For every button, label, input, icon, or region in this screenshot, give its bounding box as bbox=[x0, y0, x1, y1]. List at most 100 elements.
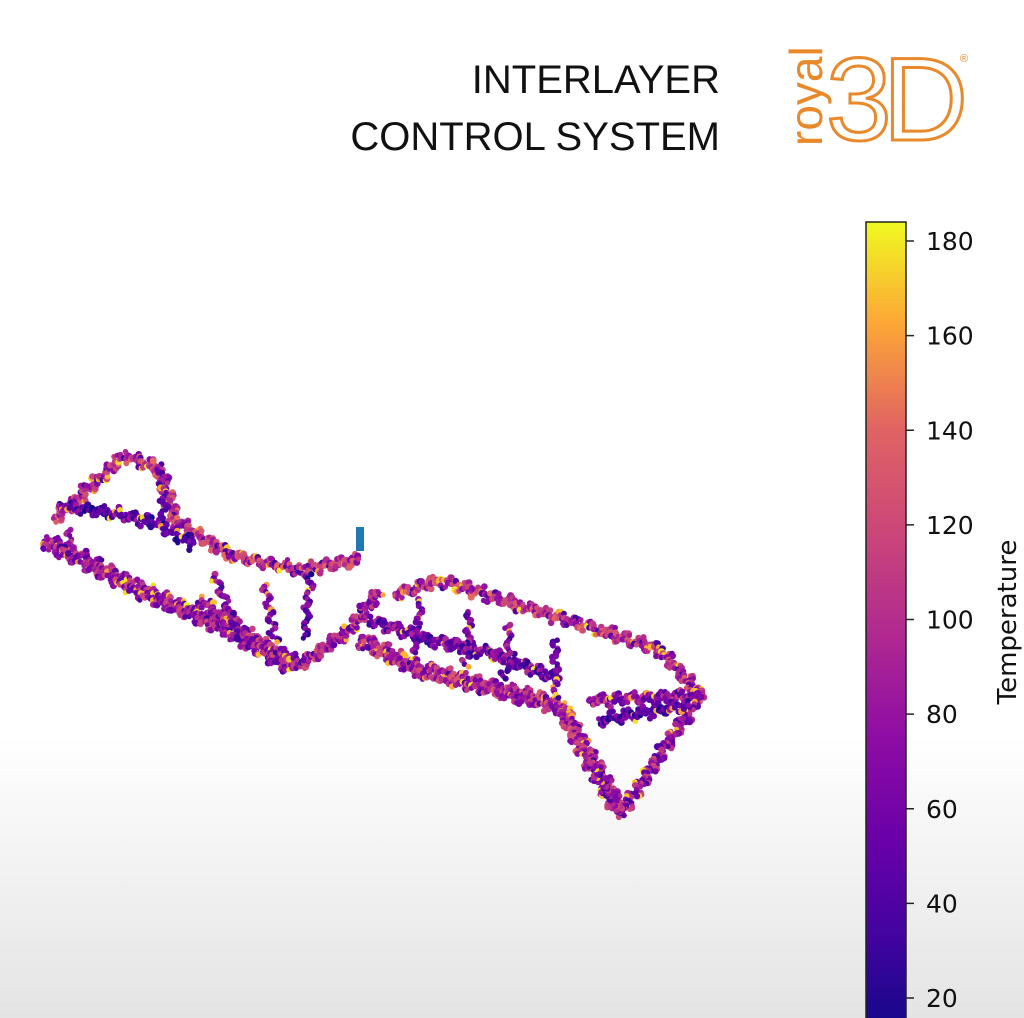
scatter-point bbox=[308, 571, 315, 578]
scatter-point bbox=[549, 658, 557, 665]
scatter-point bbox=[98, 557, 105, 563]
scatter-point bbox=[546, 607, 554, 614]
scatter-point bbox=[373, 600, 380, 607]
scatter-point bbox=[607, 703, 614, 711]
scatter-point bbox=[598, 764, 604, 770]
scatter-point bbox=[610, 708, 616, 715]
colorbar-ticks: 20 40 60 80 100 120 140 160 180 bbox=[906, 227, 974, 1013]
scatter-point bbox=[447, 665, 454, 672]
colorbar-tick-label-60: 60 bbox=[926, 795, 958, 824]
scatter-point bbox=[507, 649, 514, 657]
colorbar-tick-label-100: 100 bbox=[926, 606, 974, 635]
logo-text-3d: 3D bbox=[826, 46, 968, 150]
scatter-point bbox=[65, 550, 72, 557]
scatter-point bbox=[330, 641, 338, 649]
scatter-point bbox=[210, 599, 217, 607]
colorbar-tick-label-180: 180 bbox=[926, 227, 974, 256]
scatter-point bbox=[400, 666, 408, 673]
scatter-point bbox=[53, 519, 59, 525]
scatter-point bbox=[186, 546, 193, 554]
scatter-plot-3d bbox=[39, 448, 708, 821]
scatter-point bbox=[502, 675, 509, 682]
scatter-point bbox=[481, 583, 488, 590]
scatter-point bbox=[360, 638, 367, 645]
scatter-point bbox=[465, 654, 471, 660]
scatter-point bbox=[679, 688, 686, 695]
scatter-point bbox=[579, 627, 587, 634]
scatter-point bbox=[182, 614, 189, 620]
scatter-point bbox=[137, 597, 143, 603]
scatter-point bbox=[463, 669, 469, 676]
scatter-point bbox=[265, 596, 272, 603]
scatter-point bbox=[411, 673, 418, 680]
scatter-point bbox=[319, 641, 326, 649]
scatter-point bbox=[160, 515, 166, 522]
scatter-point bbox=[274, 639, 280, 645]
scatter-point bbox=[684, 697, 691, 704]
scatter-point bbox=[269, 633, 276, 640]
position-marker bbox=[356, 527, 364, 551]
scatter-point bbox=[82, 491, 89, 498]
scatter-point bbox=[554, 680, 561, 688]
royal3d-logo: royal 3D ® bbox=[782, 46, 970, 150]
scatter-point bbox=[579, 622, 586, 628]
scatter-point bbox=[385, 628, 392, 635]
scatter-point bbox=[89, 473, 96, 480]
scatter-point bbox=[653, 653, 660, 660]
scatter-point bbox=[234, 635, 242, 643]
scatter-point bbox=[464, 686, 470, 693]
scatter-point bbox=[577, 617, 584, 623]
colorbar-tick-label-80: 80 bbox=[926, 700, 958, 729]
scatter-point bbox=[690, 707, 696, 713]
scatter-point bbox=[300, 635, 306, 641]
scatter-point bbox=[612, 624, 618, 631]
scatter-point bbox=[380, 592, 386, 598]
scatter-point bbox=[685, 702, 692, 708]
scatter-point bbox=[611, 698, 618, 705]
scatter-point bbox=[375, 589, 381, 595]
scatter-point bbox=[341, 623, 348, 630]
scatter-point bbox=[563, 622, 570, 628]
scatter-point bbox=[632, 718, 638, 725]
scatter-point bbox=[150, 522, 157, 528]
scatter-point bbox=[626, 632, 633, 639]
scatter-point bbox=[101, 503, 108, 509]
scatter-point bbox=[137, 522, 144, 530]
scatter-point bbox=[355, 556, 362, 562]
scatter-point bbox=[269, 627, 275, 633]
scatter-point bbox=[40, 546, 47, 552]
scatter-point bbox=[587, 759, 594, 766]
scatter-point bbox=[209, 578, 215, 584]
scatter-points bbox=[39, 448, 708, 821]
scatter-point bbox=[293, 665, 299, 672]
scatter-point bbox=[207, 547, 215, 554]
scatter-point bbox=[198, 604, 205, 611]
colorbar-label: Temperature bbox=[993, 540, 1023, 706]
scatter-point bbox=[77, 511, 84, 517]
scatter-point bbox=[163, 521, 170, 529]
scatter-point bbox=[574, 750, 581, 757]
scatter-point bbox=[412, 649, 419, 656]
colorbar-tick-label-140: 140 bbox=[926, 416, 974, 445]
scatter-point bbox=[500, 660, 507, 666]
scatter-point bbox=[418, 578, 426, 585]
logo-text-royal: royal bbox=[782, 46, 832, 146]
scatter-point bbox=[552, 667, 559, 674]
scatter-point bbox=[603, 775, 610, 782]
scatter-point bbox=[650, 712, 657, 720]
scatter-point bbox=[502, 625, 508, 631]
scatter-point bbox=[412, 619, 420, 626]
colorbar-gradient bbox=[865, 221, 907, 1018]
scatter-point bbox=[504, 668, 511, 675]
scatter-point bbox=[266, 618, 273, 625]
scatter-point bbox=[550, 642, 556, 649]
scatter-point bbox=[117, 507, 123, 513]
scatter-point bbox=[555, 695, 561, 701]
colorbar: 20 40 60 80 100 120 140 160 180 Temperature bbox=[865, 221, 1023, 1018]
colorbar-tick-label-20: 20 bbox=[926, 984, 958, 1013]
scatter-point bbox=[174, 514, 181, 521]
scatter-point bbox=[104, 473, 111, 480]
scatter-point bbox=[431, 644, 439, 651]
scatter-point bbox=[353, 613, 360, 620]
colorbar-tick-label-120: 120 bbox=[926, 511, 974, 540]
